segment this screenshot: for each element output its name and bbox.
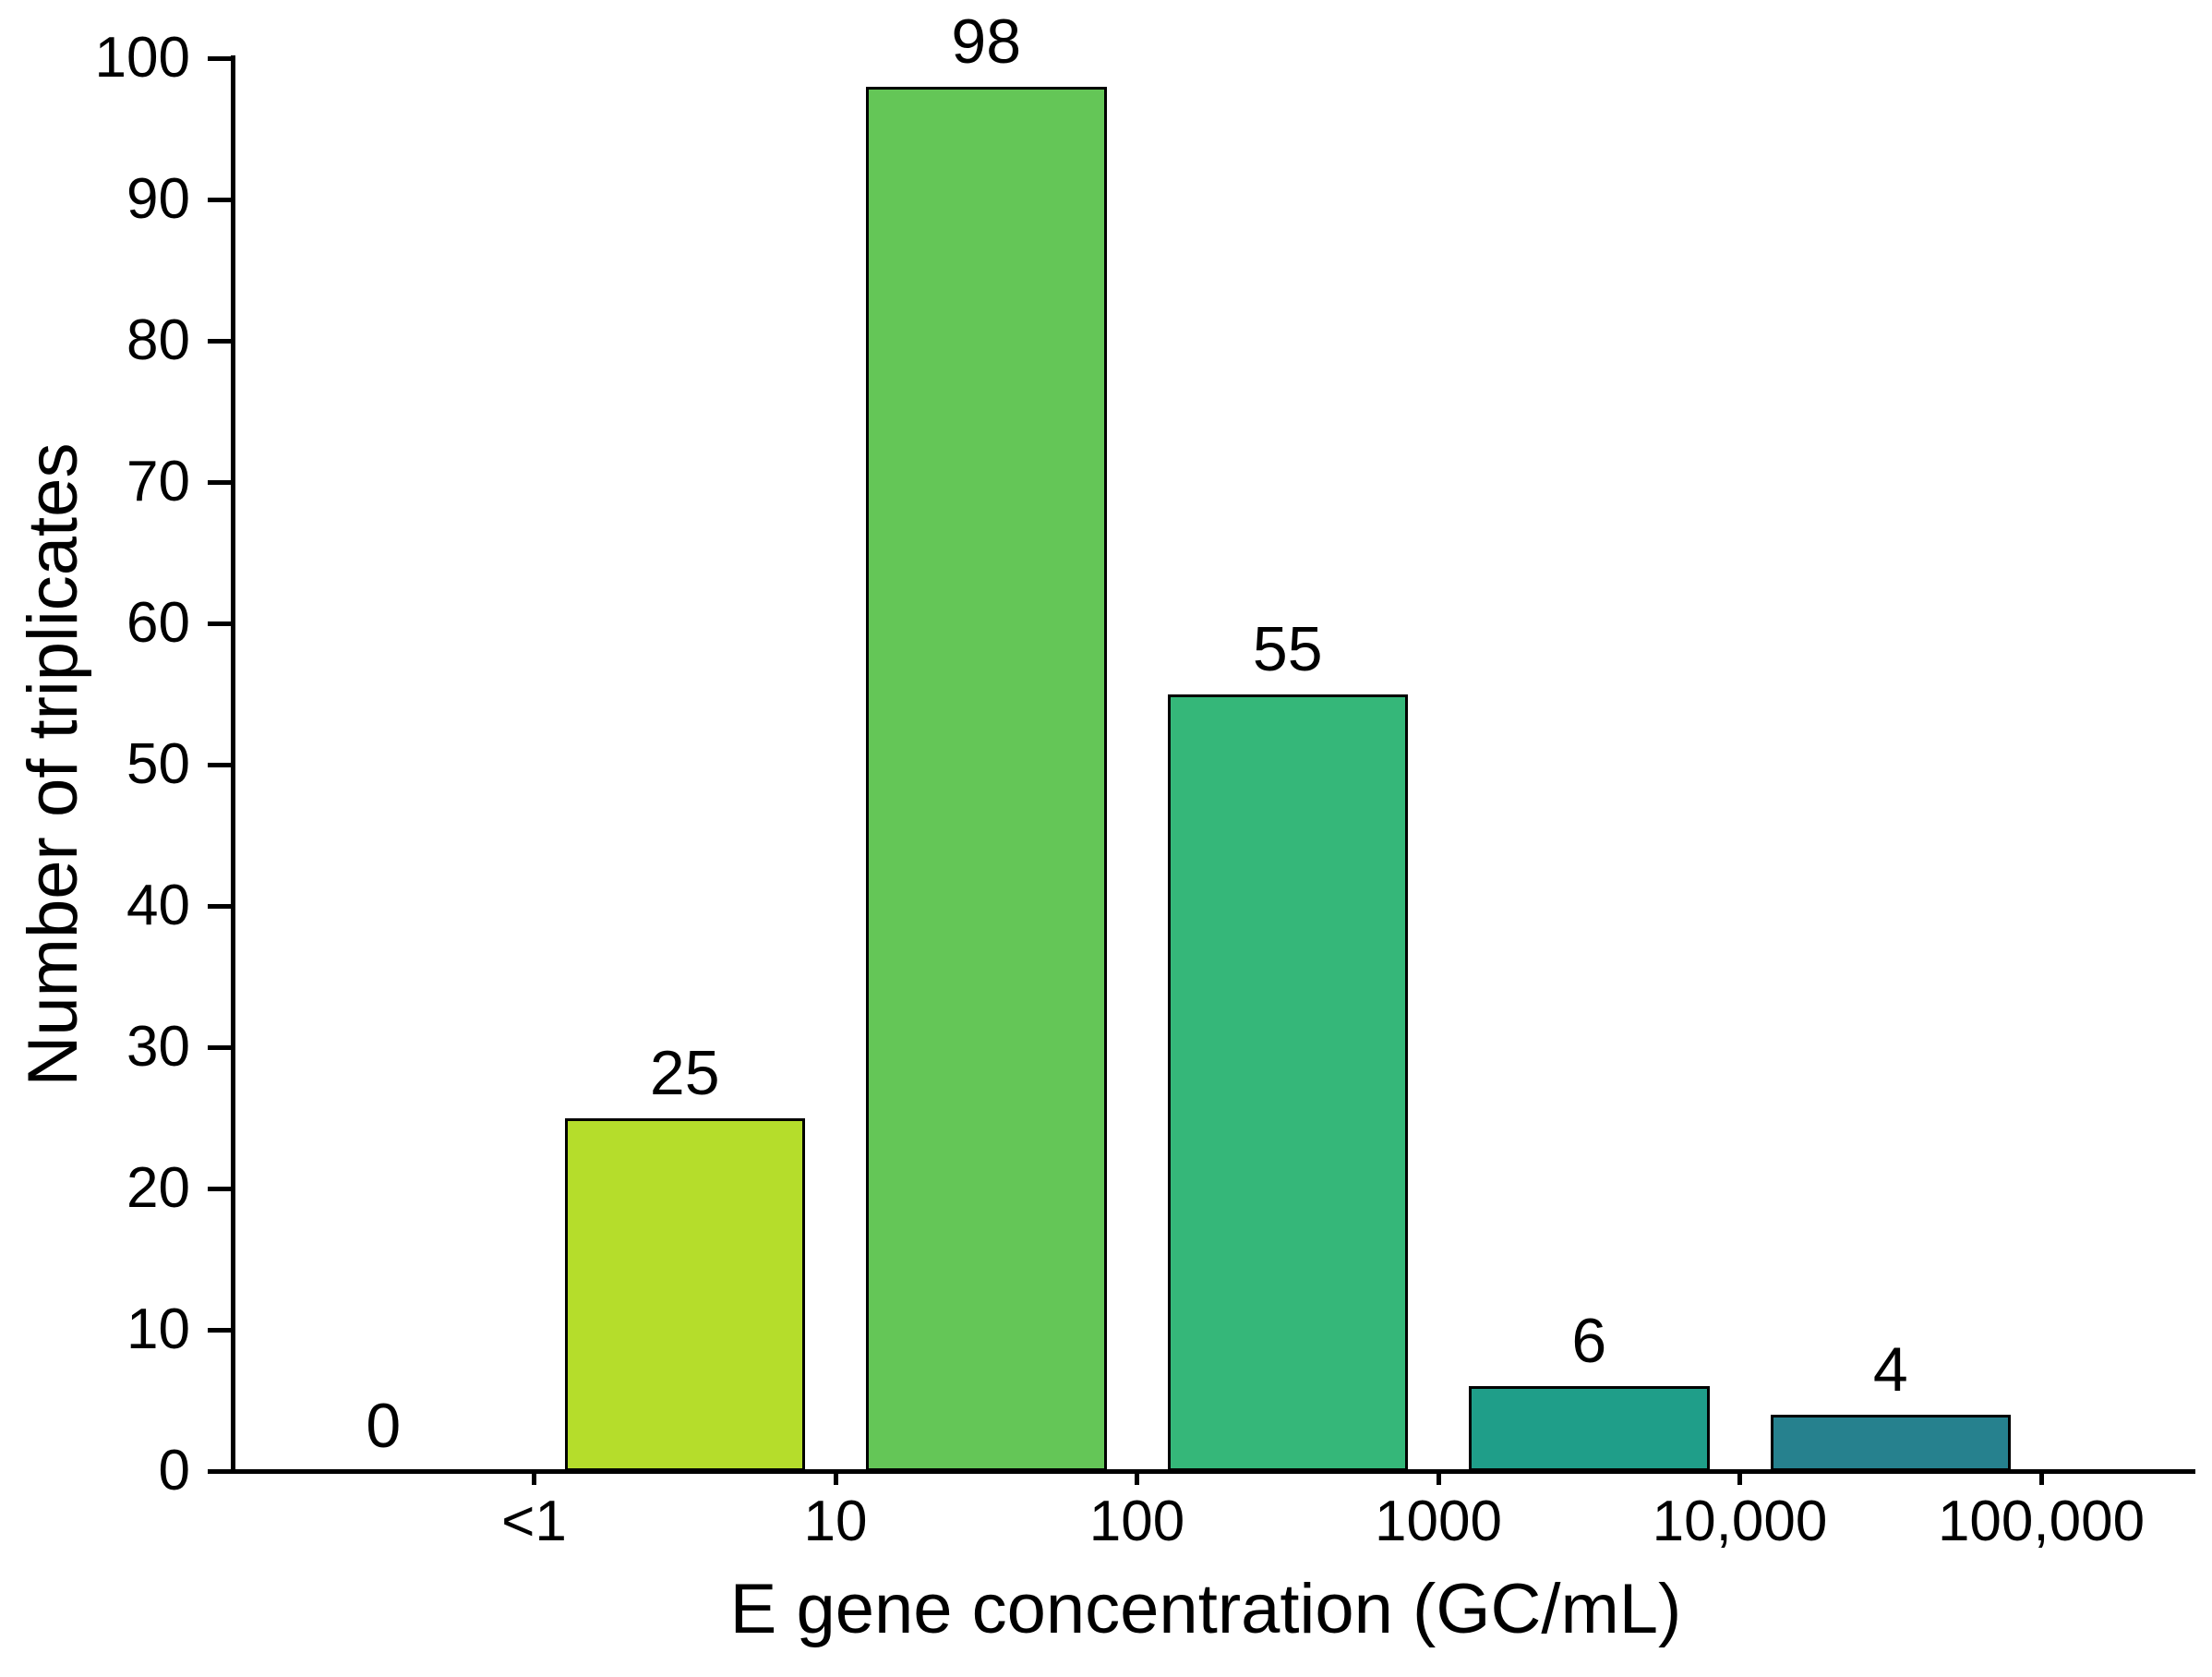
bar-value-label: 6	[1571, 1306, 1607, 1377]
y-tick-label: 50	[126, 732, 190, 796]
bar-value-label: 4	[1872, 1333, 1908, 1405]
y-tick-label: 40	[126, 874, 190, 937]
y-tick	[208, 1044, 233, 1050]
y-tick-label: 20	[126, 1156, 190, 1220]
y-tick-label: 90	[126, 167, 190, 231]
x-tick-label: 100,000	[1937, 1490, 2146, 1553]
x-tick-label: 100	[1088, 1490, 1185, 1553]
y-tick	[208, 338, 233, 344]
x-tick-label: 1000	[1375, 1490, 1502, 1553]
x-tick	[1436, 1472, 1441, 1485]
y-tick	[208, 1186, 233, 1191]
bar	[1469, 1386, 1710, 1471]
x-tick	[1737, 1472, 1742, 1485]
y-tick	[208, 197, 233, 202]
y-tick	[208, 479, 233, 485]
y-tick-label: 30	[126, 1015, 190, 1079]
bar	[1770, 1414, 2011, 1471]
y-tick	[208, 1327, 233, 1333]
y-tick-label: 0	[158, 1439, 190, 1502]
y-axis-line	[231, 55, 235, 1474]
y-tick	[208, 1468, 233, 1474]
x-axis-line	[231, 1469, 2195, 1474]
y-tick	[208, 55, 233, 61]
y-tick	[208, 621, 233, 626]
x-tick-label: <1	[501, 1490, 567, 1553]
x-tick-label: 10,000	[1652, 1490, 1828, 1553]
bar-value-label: 0	[366, 1391, 402, 1461]
x-tick	[1135, 1472, 1139, 1485]
y-tick-label: 10	[126, 1297, 190, 1361]
bar	[866, 86, 1107, 1471]
y-tick-label: 70	[126, 450, 190, 513]
y-tick	[208, 903, 233, 909]
x-tick	[532, 1472, 536, 1485]
y-tick	[208, 762, 233, 767]
bar-value-label: 98	[951, 6, 1022, 77]
x-tick	[833, 1472, 838, 1485]
y-axis-title: Number of triplicates	[14, 442, 92, 1087]
y-tick-label: 80	[126, 308, 190, 372]
y-tick-label: 100	[94, 26, 190, 90]
y-tick-label: 60	[126, 591, 190, 655]
bar-value-label: 55	[1252, 613, 1323, 684]
x-tick	[2038, 1472, 2044, 1485]
bar	[564, 1117, 805, 1471]
x-axis-title: E gene concentration (GC/mL)	[729, 1570, 1682, 1648]
x-tick-label: 10	[803, 1490, 868, 1553]
bar	[1167, 694, 1408, 1471]
bar-value-label: 25	[649, 1037, 720, 1108]
